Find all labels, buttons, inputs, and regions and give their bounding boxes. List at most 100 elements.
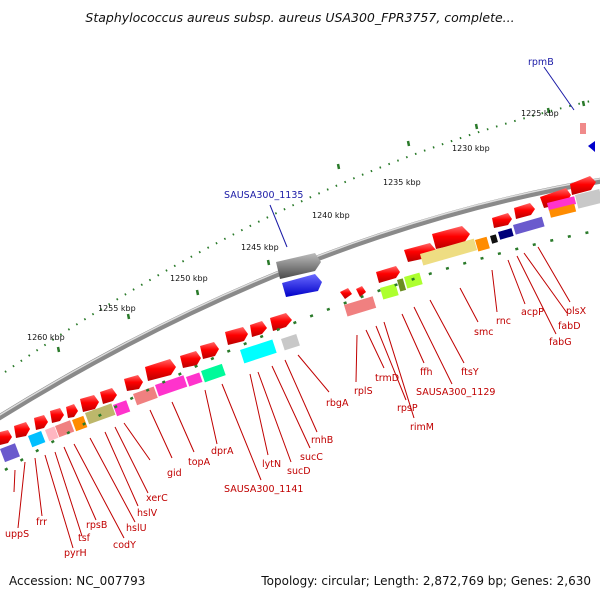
- gene-label-smc: smc: [474, 327, 493, 338]
- feature-band[interactable]: [513, 216, 545, 235]
- scale-tick: [474, 123, 479, 130]
- forward-gene-arrows: [0, 176, 596, 445]
- gene-label-frr: frr: [36, 517, 47, 528]
- scale-tick: [56, 346, 61, 353]
- gene-label-codY: codY: [113, 540, 136, 551]
- scale-tick: [546, 107, 551, 114]
- gene-arrow[interactable]: [66, 404, 78, 418]
- highlight-label-rpmB: rpmB: [528, 57, 554, 68]
- accession-text: Accession: NC_007793: [9, 574, 146, 588]
- feature-band[interactable]: [380, 283, 399, 300]
- feature-band[interactable]: [186, 372, 203, 387]
- scale-label-1235: 1235 kbp: [383, 178, 421, 187]
- gene-label-hslV: hslV: [137, 508, 158, 519]
- feature-band[interactable]: [404, 272, 423, 289]
- gene-label-rbgA: rbgA: [326, 398, 349, 409]
- gene-label-tsf: tsf: [78, 533, 91, 544]
- map-title: Staphylococcus aureus subsp. aureus USA3…: [85, 10, 515, 25]
- gene-label-SAUSA300_1141: SAUSA300_1141: [224, 484, 303, 495]
- gene-label-rpsP: rpsP: [397, 403, 418, 414]
- feature-band[interactable]: [420, 238, 478, 266]
- genome-backbone-highlight: [0, 178, 600, 416]
- gene-arrow[interactable]: [14, 422, 30, 438]
- scale-label-1230: 1230 kbp: [452, 144, 490, 153]
- feature-band[interactable]: [133, 386, 158, 406]
- gene-arrow[interactable]: [376, 266, 400, 283]
- gene-arrow[interactable]: [250, 321, 267, 337]
- gene-arrow[interactable]: [200, 342, 219, 359]
- scale-label-1245: 1245 kbp: [241, 243, 279, 252]
- scale-tick: [266, 259, 271, 266]
- feature-band[interactable]: [344, 296, 377, 317]
- gene-arrow[interactable]: [270, 313, 292, 331]
- scale-tick: [195, 289, 200, 296]
- topology-text: Topology: circular; Length: 2,872,769 bp…: [261, 574, 591, 588]
- feature-band[interactable]: [155, 375, 188, 397]
- feature-band[interactable]: [45, 426, 59, 442]
- gene-label-SAUSA300_1129: SAUSA300_1129: [416, 387, 495, 398]
- feature-band[interactable]: [55, 420, 75, 438]
- feature-band[interactable]: [28, 430, 46, 448]
- feature-band[interactable]: [547, 196, 577, 211]
- inner-strand-ticks: [4, 228, 600, 472]
- scale-label-1260: 1260 kbp: [27, 333, 65, 342]
- gene-label-sucD: sucD: [287, 466, 311, 477]
- highlight-leader: [543, 66, 575, 111]
- rpmB-strand-marker: [588, 141, 595, 152]
- scale-label-1255: 1255 kbp: [98, 304, 136, 313]
- highlight-rpmB[interactable]: rpmB: [528, 57, 595, 152]
- gene-arrow[interactable]: [80, 395, 99, 412]
- gene-arrow[interactable]: [34, 415, 48, 430]
- gene-label-uppS: uppS: [5, 529, 29, 540]
- gene-label-rimM: rimM: [410, 422, 434, 433]
- feature-band[interactable]: [281, 334, 300, 351]
- feature-band[interactable]: [72, 415, 88, 432]
- scale-tick: [581, 100, 586, 107]
- gene-arrow[interactable]: [514, 203, 535, 219]
- feature-band[interactable]: [397, 278, 407, 292]
- gene-arrow[interactable]: [570, 176, 596, 195]
- gene-label-fabD: fabD: [558, 321, 581, 332]
- gene-label-dprA: dprA: [211, 446, 234, 457]
- gene-label-lytN: lytN: [262, 459, 281, 470]
- gene-arrow[interactable]: [225, 327, 248, 345]
- feature-band[interactable]: [0, 443, 20, 463]
- feature-band[interactable]: [240, 339, 277, 364]
- feature-band[interactable]: [201, 363, 226, 383]
- feature-band[interactable]: [489, 234, 498, 244]
- gene-label-ffh: ffh: [420, 367, 433, 378]
- gene-arrow[interactable]: [50, 408, 64, 423]
- SAUSA300_1135-strand-feature: [282, 274, 322, 297]
- gene-label-trmD: trmD: [375, 373, 399, 384]
- scale-label-1240: 1240 kbp: [312, 211, 350, 220]
- scale-tick: [126, 313, 131, 320]
- gene-arrow[interactable]: [0, 430, 12, 445]
- scale-label-1225: 1225 kbp: [521, 109, 559, 118]
- feature-band[interactable]: [575, 188, 600, 209]
- highlight-leader: [269, 204, 288, 248]
- gene-arrow[interactable]: [340, 288, 352, 299]
- gene-label-rpsB: rpsB: [86, 520, 107, 531]
- feature-band[interactable]: [549, 203, 577, 218]
- gene-arrow[interactable]: [100, 388, 117, 404]
- highlight-SAUSA300_1135[interactable]: SAUSA300_1135: [224, 190, 322, 297]
- gene-label-rnc: rnc: [496, 316, 511, 327]
- gene-arrow[interactable]: [356, 286, 366, 297]
- gene-arrow[interactable]: [180, 351, 201, 368]
- gene-arrow[interactable]: [145, 359, 176, 381]
- feature-band[interactable]: [498, 228, 514, 240]
- highlight-label-SAUSA300_1135: SAUSA300_1135: [224, 190, 303, 201]
- scale-tick: [336, 163, 341, 170]
- SAUSA300_1135-feature: [276, 253, 321, 279]
- gene-arrow[interactable]: [124, 375, 143, 391]
- gene-arrow[interactable]: [492, 213, 512, 228]
- gene-label-plsX: plsX: [566, 306, 587, 317]
- feature-band[interactable]: [113, 400, 131, 417]
- gene-label-acpP: acpP: [521, 307, 544, 318]
- gene-label-pyrH: pyrH: [64, 548, 87, 559]
- gene-label-gid: gid: [167, 468, 182, 479]
- gene-label-ftsY: ftsY: [461, 367, 479, 378]
- feature-band[interactable]: [475, 236, 490, 252]
